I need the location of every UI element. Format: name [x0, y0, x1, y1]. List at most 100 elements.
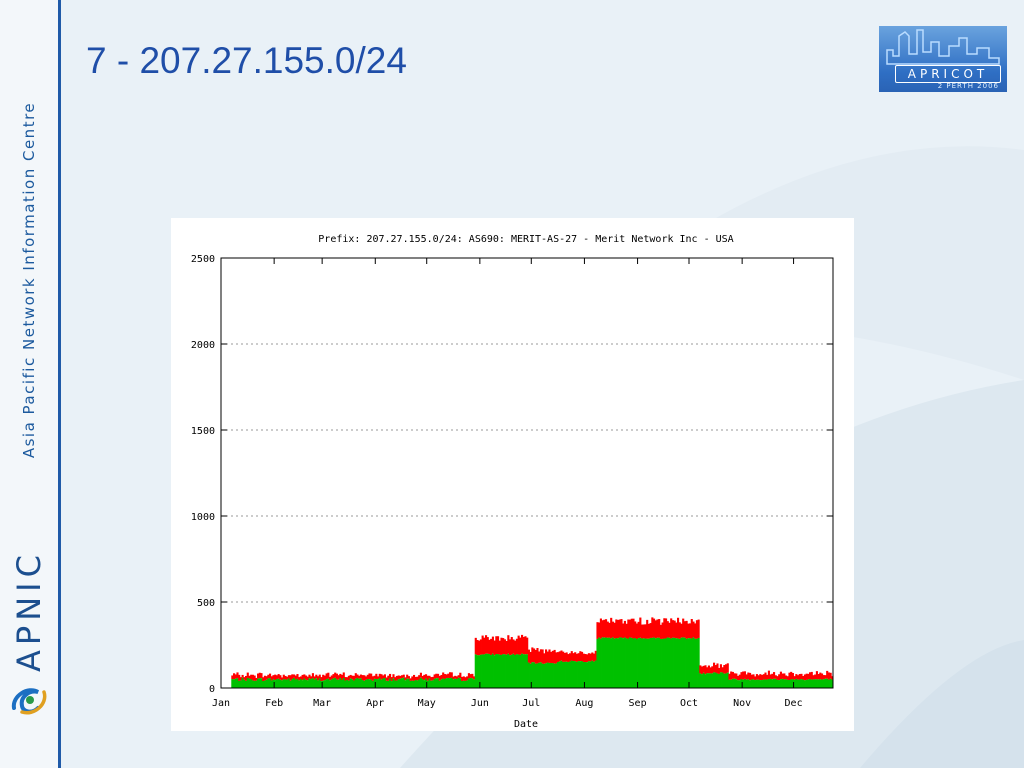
red-series-bar [519, 637, 522, 655]
green-series-bar [241, 677, 244, 688]
red-series-bar [771, 673, 774, 680]
green-series-bar [663, 638, 666, 688]
green-series-bar [514, 654, 517, 688]
red-series-bar [245, 675, 248, 681]
red-series-bar [670, 618, 673, 639]
green-series-bar [728, 679, 731, 688]
red-series-bar [395, 675, 398, 681]
red-series-bar [389, 673, 392, 679]
green-series-bar [394, 680, 397, 688]
red-series-bar [574, 652, 577, 662]
green-series-bar [349, 678, 352, 688]
red-series-bar [469, 674, 472, 678]
red-series-bar [690, 619, 693, 639]
red-series-bar [779, 671, 782, 680]
red-series-bar [311, 673, 314, 679]
green-series-bar [551, 663, 554, 688]
green-series-bar [618, 637, 621, 688]
green-series-bar [809, 679, 812, 688]
green-series-bar [233, 679, 236, 688]
red-series-bar [418, 675, 421, 680]
red-series-bar [625, 623, 628, 639]
red-series-bar [239, 677, 242, 681]
green-series-bar [546, 662, 549, 688]
red-series-bar [293, 674, 296, 678]
red-series-bar [310, 676, 313, 680]
green-series-bar [598, 637, 601, 688]
green-series-bar [231, 679, 234, 688]
green-series-bar [742, 679, 745, 688]
green-series-bar [243, 679, 246, 688]
y-tick-label: 2500 [191, 254, 215, 265]
red-series-bar [666, 621, 669, 638]
red-series-bar [243, 677, 246, 680]
green-series-bar [752, 679, 755, 688]
red-series-bar [550, 651, 553, 663]
red-series-bar [632, 618, 635, 639]
red-series-bar [251, 674, 254, 681]
red-series-bar [572, 653, 575, 662]
red-series-bar [442, 672, 445, 679]
red-series-bar [599, 618, 602, 639]
green-series-bar [581, 661, 584, 688]
green-series-bar [831, 679, 834, 688]
green-series-bar [757, 679, 760, 688]
red-series-bar [282, 674, 285, 680]
green-series-bar [320, 681, 323, 688]
red-series-bar [382, 675, 385, 679]
green-series-bar [443, 678, 446, 688]
red-series-bar [545, 649, 548, 664]
red-series-bar [718, 667, 721, 674]
red-series-bar [817, 674, 820, 680]
red-series-bar [762, 674, 765, 680]
green-series-bar [461, 680, 464, 688]
red-series-bar [601, 620, 604, 638]
green-series-bar [627, 638, 630, 688]
green-series-bar [522, 654, 525, 688]
red-series-bar [534, 649, 537, 664]
green-series-bar [815, 679, 818, 688]
red-series-bar [258, 672, 261, 679]
green-series-bar [414, 680, 417, 688]
red-series-bar [747, 672, 750, 680]
green-series-bar [800, 679, 803, 688]
green-series-bar [584, 662, 587, 688]
red-series-bar [428, 675, 431, 679]
green-series-bar [286, 679, 289, 688]
red-series-bar [711, 666, 714, 674]
red-series-bar [713, 662, 716, 673]
red-series-bar [689, 623, 692, 639]
green-series-bar [440, 679, 443, 688]
red-series-bar [449, 672, 452, 679]
green-series-bar [392, 678, 395, 688]
red-series-bar [654, 620, 657, 639]
green-series-bar [651, 637, 654, 688]
green-series-bar [502, 654, 505, 688]
red-series-bar [438, 675, 441, 681]
green-series-bar [404, 680, 407, 688]
red-series-bar [435, 673, 438, 679]
red-series-bar [677, 617, 680, 639]
y-tick-label: 2000 [191, 340, 215, 351]
green-series-bar [738, 680, 741, 688]
green-series-bar [557, 662, 560, 688]
red-series-bar [459, 672, 462, 679]
green-series-bar [587, 661, 590, 688]
organization-name: Asia Pacific Network Information Centre [20, 101, 38, 459]
red-series-bar [766, 674, 769, 680]
x-tick-label: Apr [366, 698, 384, 709]
red-series-bar [353, 675, 356, 681]
green-series-bar [641, 638, 644, 688]
green-series-bar [507, 653, 510, 688]
green-series-bar [346, 679, 349, 688]
x-tick-label: Jan [212, 698, 230, 709]
green-series-bar [462, 680, 465, 688]
x-axis-label: Date [514, 719, 538, 730]
green-series-bar [533, 662, 536, 688]
red-series-bar [567, 654, 570, 663]
green-series-bar [579, 661, 582, 688]
green-series-bar [281, 680, 284, 688]
green-series-bar [647, 638, 650, 688]
green-series-bar [248, 678, 251, 688]
red-series-bar [359, 674, 362, 679]
